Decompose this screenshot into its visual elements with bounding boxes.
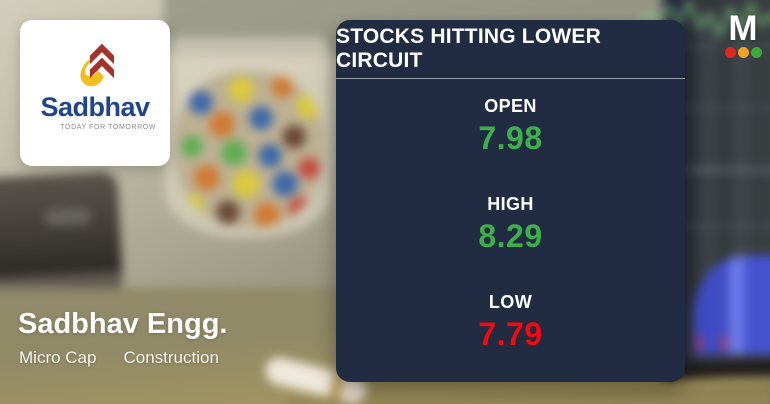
stats-card: STOCKS HITTING LOWER CIRCUIT OPEN 7.98 H… xyxy=(336,20,685,382)
company-meta: Micro Cap Construction xyxy=(19,348,219,368)
metric-label: LOW xyxy=(488,292,533,312)
market-cap-label: Micro Cap xyxy=(19,348,97,367)
divider xyxy=(336,78,685,79)
company-name: Sadbhav Engg. xyxy=(18,308,228,340)
amber-dot-icon xyxy=(737,47,749,58)
metric-label: HIGH xyxy=(487,194,534,214)
green-dot-icon xyxy=(750,47,762,58)
candies xyxy=(173,71,325,228)
brand-dots-icon xyxy=(724,47,762,58)
metric-value: 8.29 xyxy=(478,218,543,254)
sector-label: Construction xyxy=(123,348,219,367)
marketfeed-logo: M xyxy=(722,9,764,58)
brand-letter: M xyxy=(728,9,758,48)
metric-label: OPEN xyxy=(484,96,537,116)
stats-card-body: OPEN 7.98 HIGH 8.29 LOW 7.79 xyxy=(478,79,542,353)
chart-tick-row xyxy=(328,12,689,16)
metric-open: OPEN 7.98 xyxy=(478,96,542,157)
metric-value: 7.79 xyxy=(478,316,543,352)
stats-card-title: STOCKS HITTING LOWER CIRCUIT xyxy=(336,25,601,72)
logo-tagline: TODAY FOR TOMORROW xyxy=(60,124,156,131)
metric-high: HIGH 8.29 xyxy=(478,194,542,255)
logo-wordmark: Sadbhav xyxy=(40,92,150,122)
sadbhav-logo-icon xyxy=(80,43,114,87)
stats-card-header: STOCKS HITTING LOWER CIRCUIT xyxy=(336,20,685,78)
company-logo-card: Sadbhav TODAY FOR TOMORROW xyxy=(20,20,170,166)
smartphone xyxy=(0,171,124,303)
metric-low: LOW 7.79 xyxy=(478,292,542,353)
metric-value: 7.98 xyxy=(478,120,543,156)
red-dot-icon xyxy=(724,47,736,58)
